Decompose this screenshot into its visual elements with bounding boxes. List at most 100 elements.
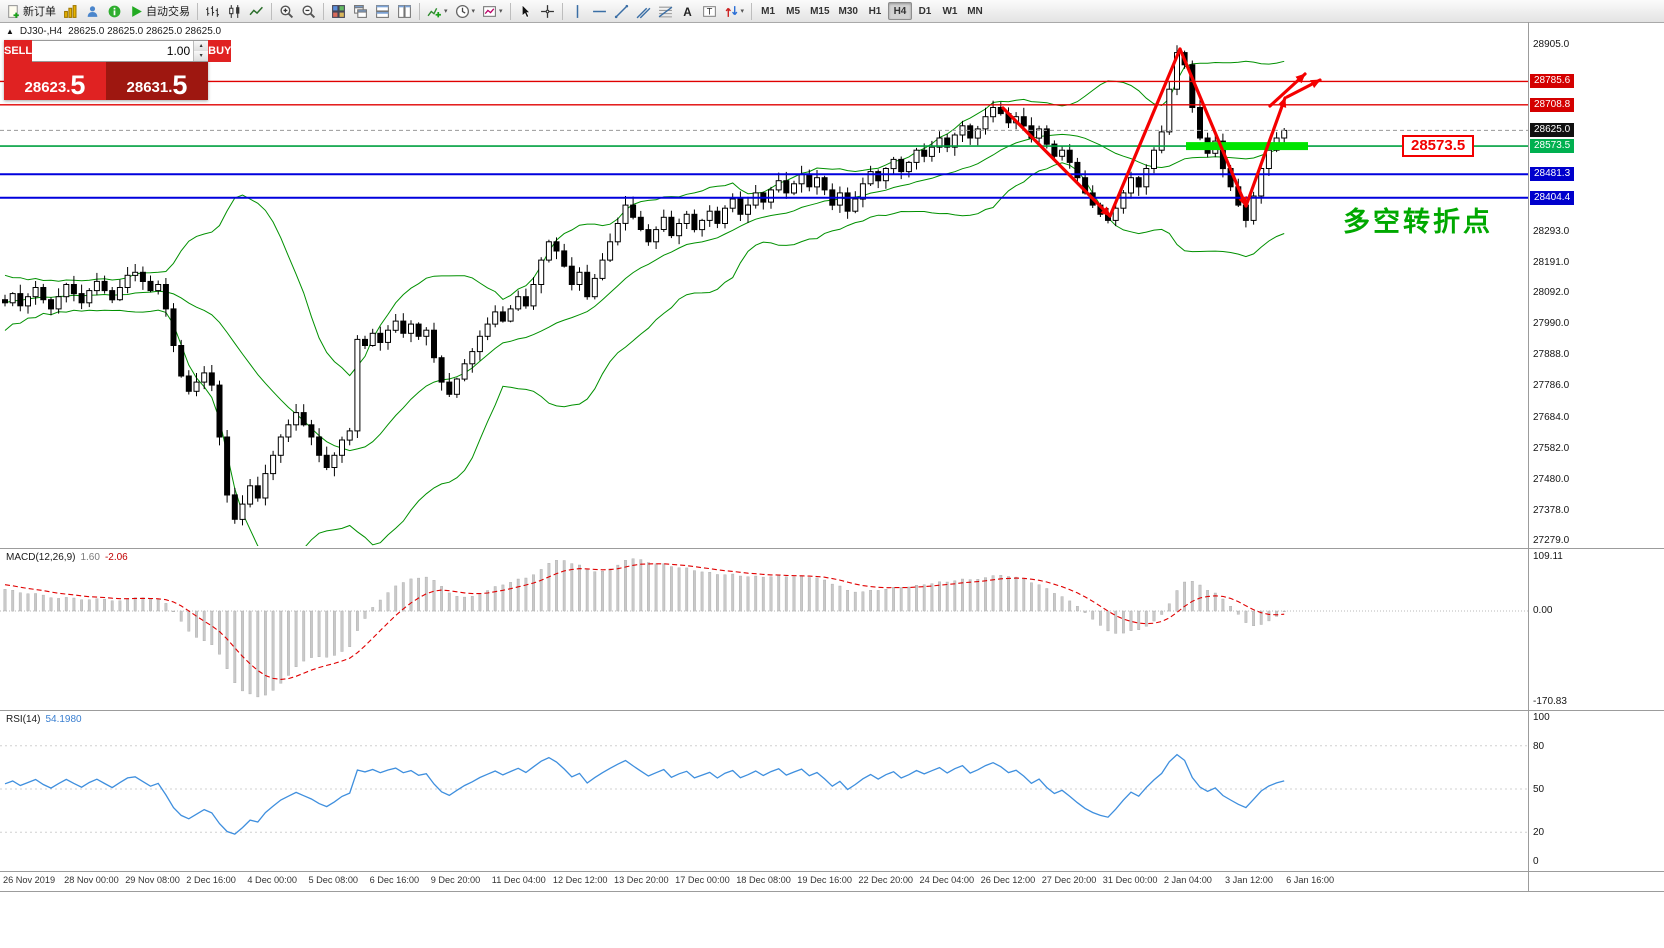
macd-indicator-label: MACD(12,26,9) 1.60 -2.06 (6, 552, 128, 563)
cursor-button[interactable] (515, 2, 536, 21)
panel-splitter[interactable] (0, 710, 1664, 711)
candlestick-chart-icon (227, 4, 242, 19)
periods-icon (455, 4, 470, 19)
data-window-button[interactable] (104, 2, 125, 21)
line-chart-icon (249, 4, 264, 19)
timeframe-m5-button[interactable]: M5 (786, 5, 801, 17)
one-click-trading-panel: SELL ▴ ▾ BUY 28623.5 28631.5 (4, 40, 232, 100)
timeframe-h1-button[interactable]: H1 (868, 5, 882, 17)
volume-control: ▴ ▾ (32, 40, 209, 62)
new-order-label: 新订单 (23, 6, 56, 18)
price-chart-canvas[interactable] (0, 22, 1528, 546)
timeframe-m1-button[interactable]: M1 (761, 5, 776, 17)
zoom-out-button[interactable] (298, 2, 319, 21)
text-button[interactable]: A (677, 2, 698, 21)
price-axis[interactable] (1528, 22, 1664, 871)
toolbar-separator (509, 2, 511, 20)
crosshair-button[interactable] (537, 2, 558, 21)
timeframe-m30-button[interactable]: M30 (838, 5, 858, 17)
macd-signal-line (4, 563, 1285, 680)
vertical-line-icon (570, 4, 585, 19)
crosshair-icon (540, 4, 555, 19)
zoom-out-icon (301, 4, 316, 19)
bar-chart-icon (205, 4, 220, 19)
trend-arrow[interactable] (1285, 78, 1322, 99)
volume-input[interactable] (32, 41, 194, 61)
periods-button[interactable]: ▾ (452, 2, 479, 21)
tile-windows-button[interactable] (328, 2, 349, 21)
toolbar-separator (271, 2, 272, 20)
indicators-icon (427, 4, 442, 19)
equidistant-channel-icon (636, 4, 651, 19)
rsi-panel-canvas[interactable] (0, 711, 1528, 871)
svg-text:A: A (683, 5, 692, 18)
buy-price-small: 28631. (126, 79, 173, 96)
timeframe-mn-button[interactable]: MN (967, 5, 983, 17)
svg-text:T: T (706, 6, 712, 16)
trend-arrow[interactable] (1244, 96, 1287, 208)
chart-ohlc-info: ▲ DJ30-,H4 28625.0 28625.0 28625.0 28625… (6, 26, 221, 37)
auto-trading-button[interactable]: 自动交易 (126, 2, 193, 21)
arrow-tools-button[interactable]: ▾ (721, 2, 748, 21)
volume-up-button[interactable]: ▴ (194, 41, 209, 51)
profiles-button[interactable] (82, 2, 103, 21)
chart-annotation-text[interactable]: 多空转折点 (1343, 207, 1493, 237)
time-axis[interactable] (0, 871, 1528, 891)
indicators-button[interactable]: ▾ (424, 2, 451, 21)
buy-price-button[interactable]: 28631. 5 (106, 62, 208, 100)
buy-price-big: 5 (172, 70, 188, 100)
trend-arrow[interactable] (1178, 47, 1248, 208)
panel-splitter[interactable] (0, 548, 1664, 549)
trend-arrow[interactable] (1001, 106, 1112, 218)
line-chart-button[interactable] (246, 2, 267, 21)
window-border (0, 891, 1664, 892)
text-label-button[interactable]: T (699, 2, 720, 21)
tile-horizontal-icon (375, 4, 390, 19)
chart-symbol-period: DJ30-,H4 (19, 26, 63, 37)
macd-histogram (3, 558, 1286, 698)
cascade-windows-button[interactable] (350, 2, 371, 21)
charts-toggle-button[interactable] (60, 2, 81, 21)
horizontal-line-icon (592, 4, 607, 19)
macd-panel-canvas[interactable] (0, 549, 1528, 709)
one-click-toggle-icon[interactable]: ▲ (6, 27, 14, 36)
caret-down-icon: ▾ (471, 8, 476, 15)
timeframe-w1-button[interactable]: W1 (942, 5, 958, 17)
tile-vertical-icon (397, 4, 412, 19)
macd-name: MACD(12,26,9) (6, 552, 76, 563)
timeframe-m15-button[interactable]: M15 (810, 5, 830, 17)
caret-down-icon: ▾ (499, 8, 503, 15)
highlight-band[interactable] (1186, 142, 1308, 151)
candlestick-chart-button[interactable] (224, 2, 245, 21)
price-tag-label[interactable]: 28573.5 (1402, 135, 1475, 157)
trendline-icon (614, 4, 629, 19)
bollinger-lower-band (4, 162, 1285, 546)
bar-chart-button[interactable] (202, 2, 223, 21)
rsi-indicator-label: RSI(14) 54.1980 (6, 714, 82, 725)
trendline-button[interactable] (611, 2, 632, 21)
caret-down-icon: ▾ (740, 8, 745, 15)
toolbar-separator (751, 2, 753, 20)
timeframe-h4-button[interactable]: H4 (887, 2, 912, 20)
trend-arrow[interactable] (1268, 72, 1307, 108)
timeframe-d1-button[interactable]: D1 (918, 5, 932, 17)
trend-arrow[interactable] (1108, 47, 1182, 218)
buy-button[interactable]: BUY (208, 40, 232, 62)
rsi-line (4, 753, 1285, 835)
tile-vertical-button[interactable] (394, 2, 415, 21)
new-order-button[interactable]: 新订单 (3, 2, 59, 21)
sell-price-button[interactable]: 28623. 5 (4, 62, 106, 100)
vertical-line-button[interactable] (567, 2, 588, 21)
sell-button[interactable]: SELL (4, 40, 33, 62)
volume-down-button[interactable]: ▾ (194, 51, 209, 61)
tile-horizontal-button[interactable] (372, 2, 393, 21)
equidistant-channel-button[interactable] (633, 2, 654, 21)
templates-button[interactable]: ▾ (479, 2, 506, 21)
zoom-in-button[interactable] (276, 2, 297, 21)
horizontal-line-button[interactable] (589, 2, 610, 21)
chart-window: ▲ DJ30-,H4 28625.0 28625.0 28625.0 28625… (0, 22, 1528, 546)
time-axis-border (0, 871, 1664, 872)
fibonacci-button[interactable] (655, 2, 676, 21)
toolbar-separator (197, 2, 198, 20)
macd-main-value: 1.60 (80, 552, 100, 563)
